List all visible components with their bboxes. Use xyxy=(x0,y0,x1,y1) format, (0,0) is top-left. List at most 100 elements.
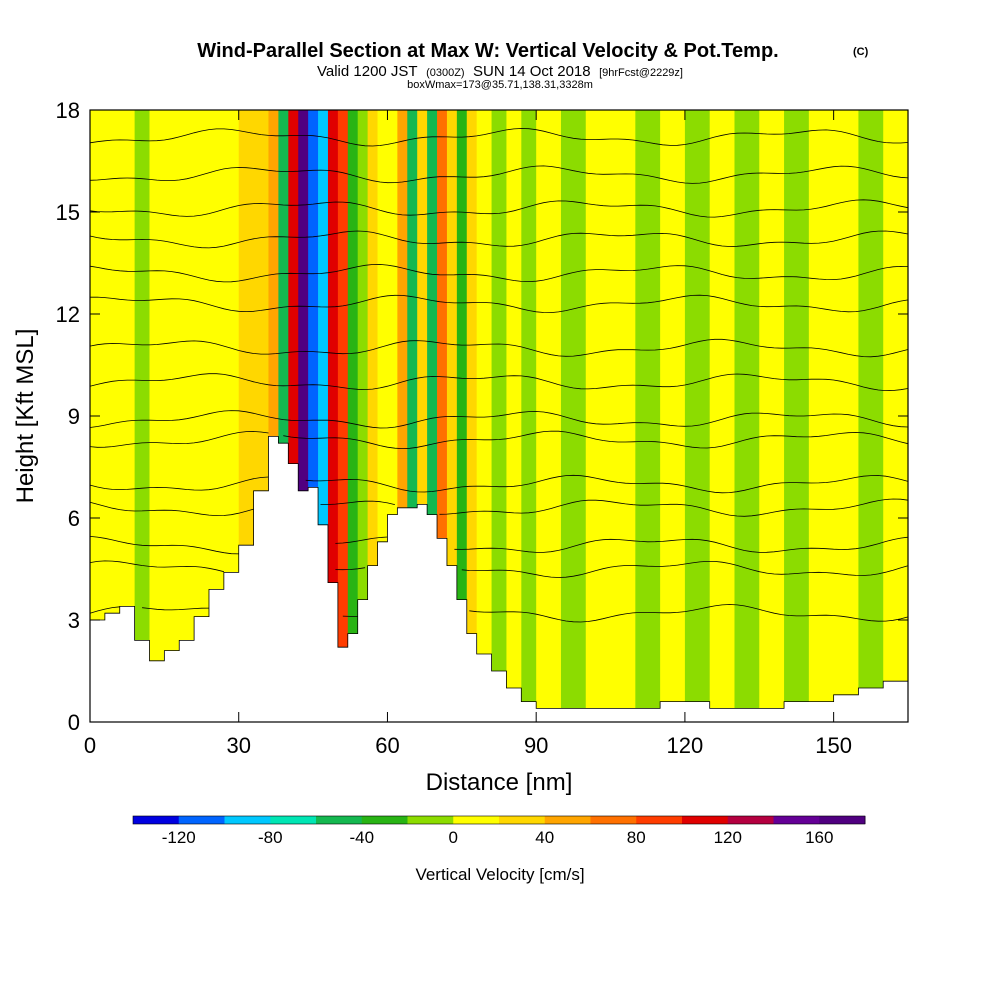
isentrope-line xyxy=(89,560,224,573)
colorbar-swatch xyxy=(590,816,637,824)
velocity-column xyxy=(417,110,428,505)
velocity-column xyxy=(759,110,785,709)
y-tick-label: 9 xyxy=(68,404,80,429)
colorbar-tick-label: 80 xyxy=(627,828,646,847)
velocity-column xyxy=(476,110,493,654)
terrain xyxy=(89,436,909,723)
x-tick-label: 150 xyxy=(815,733,852,758)
colorbar-swatch xyxy=(224,816,271,824)
velocity-column xyxy=(134,110,151,641)
colorbar: -120 -80 -40 0 40 80 120 160 xyxy=(132,815,866,847)
isentrope-line xyxy=(454,536,909,553)
velocity-column xyxy=(238,110,255,546)
velocity-column xyxy=(536,110,562,709)
y-axis-label: Height [Kft MSL] xyxy=(12,329,39,504)
x-tick-label: 90 xyxy=(524,733,548,758)
velocity-column xyxy=(491,110,508,671)
chart-title-suffix: (C) xyxy=(853,46,869,58)
velocity-column xyxy=(456,110,468,600)
isentrope-line xyxy=(89,263,909,283)
colorbar-swatch xyxy=(544,816,591,824)
y-tick-label: 18 xyxy=(56,98,80,123)
isentrope-line xyxy=(335,567,366,571)
velocity-column xyxy=(298,110,309,491)
x-tick-label: 120 xyxy=(667,733,704,758)
velocity-column xyxy=(610,110,636,709)
isentrope-line xyxy=(89,294,909,314)
colorbar-swatch xyxy=(453,816,500,824)
velocity-column xyxy=(466,110,478,634)
y-tick-label: 0 xyxy=(68,710,80,735)
velocity-column xyxy=(858,110,884,688)
isentrope-line xyxy=(89,476,269,491)
colorbar-tick-label: -120 xyxy=(162,828,196,847)
velocity-column xyxy=(397,110,408,508)
velocity-column xyxy=(337,110,349,648)
isentrope-line xyxy=(89,536,239,555)
velocity-column xyxy=(446,110,458,566)
colorbar-swatch xyxy=(178,816,225,824)
isentrope-line xyxy=(89,501,254,517)
colorbar-swatch xyxy=(270,816,317,824)
velocity-column xyxy=(149,110,165,661)
isentrope-line xyxy=(89,165,909,184)
velocity-column xyxy=(119,110,136,607)
plot-area: 0 30 60 90 120 150 0 3 6 9 12 15 18 xyxy=(56,98,909,758)
subtitle-utc: (0300Z) xyxy=(426,67,465,79)
x-axis-label: Distance [nm] xyxy=(426,769,573,796)
colorbar-tick-label: 0 xyxy=(449,828,458,847)
velocity-column xyxy=(784,110,810,702)
isentrope-line xyxy=(89,199,909,218)
isentrope-line xyxy=(89,230,909,249)
velocity-column xyxy=(367,110,379,566)
velocity-column xyxy=(437,110,448,539)
isentrope-line xyxy=(469,604,909,623)
x-tick-label: 60 xyxy=(375,733,399,758)
velocity-column xyxy=(288,110,299,464)
colorbar-swatch xyxy=(773,816,820,824)
velocity-column xyxy=(318,110,329,525)
velocity-column xyxy=(377,110,389,542)
velocity-column xyxy=(833,110,860,695)
colorbar-tick-label: -40 xyxy=(349,828,374,847)
chart-subtitle: Valid 1200 JST (0300Z) SUN 14 Oct 2018 [… xyxy=(317,63,683,80)
colorbar-tick-label: 120 xyxy=(714,828,742,847)
velocity-column xyxy=(387,110,398,515)
velocity-column xyxy=(327,110,339,583)
colorbar-swatch xyxy=(316,816,363,824)
velocity-column xyxy=(104,110,121,614)
velocity-column xyxy=(427,110,438,515)
isentrope-line xyxy=(320,500,395,505)
isentrope-line xyxy=(305,474,909,494)
colorbar-swatch xyxy=(636,816,683,824)
colorbar-swatch xyxy=(682,816,729,824)
velocity-column xyxy=(407,110,418,508)
isentrope-line xyxy=(439,498,909,517)
velocity-column xyxy=(253,110,270,491)
velocity-column xyxy=(164,110,180,651)
velocity-column xyxy=(308,110,319,488)
velocity-column xyxy=(709,110,736,709)
y-tick-label: 3 xyxy=(68,608,80,633)
velocity-column xyxy=(90,110,106,620)
velocity-column xyxy=(223,110,240,573)
colorbar-label: Vertical Velocity [cm/s] xyxy=(415,865,584,884)
isentrope-line xyxy=(89,410,909,429)
isentrope-line xyxy=(283,430,909,450)
chart-annotation: boxWmax=173@35.71,138.31,3328m xyxy=(407,79,593,91)
velocity-column xyxy=(208,110,225,590)
velocity-column xyxy=(347,110,359,634)
isentrope-line xyxy=(142,607,210,611)
colorbar-tick-label: 40 xyxy=(535,828,554,847)
velocity-column xyxy=(808,110,835,702)
colorbar-swatch xyxy=(499,816,546,824)
velocity-column xyxy=(194,110,210,617)
velocity-column xyxy=(560,110,587,709)
subtitle-valid: Valid 1200 JST xyxy=(317,63,418,80)
velocity-column xyxy=(357,110,369,600)
x-tick-label: 30 xyxy=(226,733,250,758)
y-tick-label: 15 xyxy=(56,200,80,225)
velocity-column xyxy=(635,110,661,709)
isentrope-line xyxy=(335,536,388,544)
